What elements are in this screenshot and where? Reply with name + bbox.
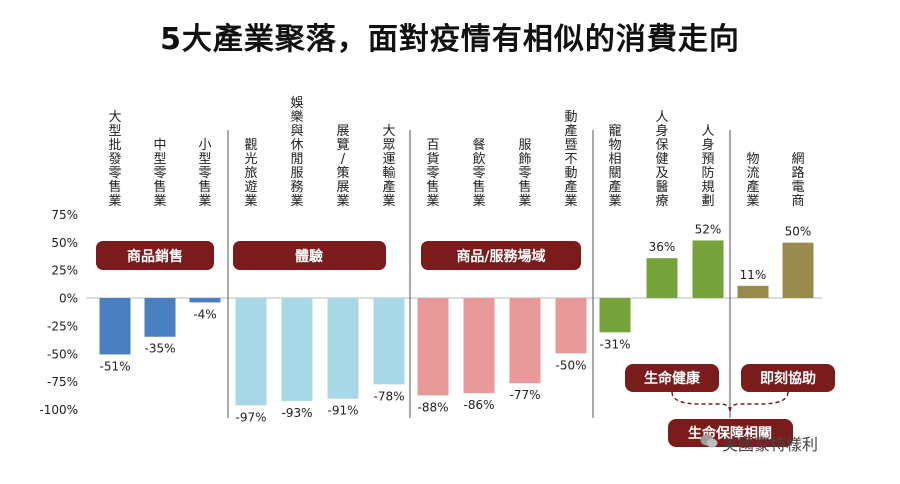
bar bbox=[417, 298, 449, 396]
group-pill-label: 體驗 bbox=[295, 248, 323, 265]
chart-title: 5大產業聚落，面對疫情有相似的消費走向 bbox=[160, 22, 740, 57]
data-label: -35% bbox=[144, 342, 175, 356]
bar bbox=[373, 298, 405, 385]
category-label: 寵物相關產業 bbox=[608, 123, 621, 209]
category-label: 服飾零售業 bbox=[518, 138, 531, 209]
data-label: 52% bbox=[695, 222, 722, 236]
y-tick-label: 75% bbox=[51, 208, 78, 222]
data-label: -86% bbox=[463, 398, 494, 412]
category-label: 人身保健及醫療 bbox=[655, 110, 668, 209]
bar bbox=[463, 298, 495, 394]
data-label: -91% bbox=[327, 404, 358, 418]
bar bbox=[144, 298, 176, 337]
category-label: 網路電商 bbox=[791, 152, 804, 209]
bar bbox=[555, 298, 587, 354]
group-pill bbox=[233, 241, 386, 270]
bracket-right bbox=[729, 391, 789, 413]
category-label: 小型零售業 bbox=[198, 138, 211, 209]
category-label: 大型批發零售業 bbox=[108, 110, 121, 209]
group-pill bbox=[421, 241, 581, 270]
data-label: -31% bbox=[599, 337, 630, 351]
summary-pill bbox=[625, 364, 719, 392]
bar bbox=[646, 258, 678, 298]
category-label: 觀光旅遊業 bbox=[244, 138, 257, 209]
data-label: -51% bbox=[99, 359, 130, 373]
category-label: 動產暨不動產業 bbox=[564, 110, 577, 209]
category-label: 百貨零售業 bbox=[426, 138, 439, 209]
category-label: 展覽/策展業 bbox=[336, 124, 349, 209]
summary-pill bbox=[668, 419, 793, 447]
y-tick-label: 50% bbox=[51, 236, 78, 250]
data-label: -78% bbox=[373, 389, 404, 403]
bar bbox=[281, 298, 313, 401]
y-tick-label: -100% bbox=[39, 403, 78, 417]
data-label: -50% bbox=[555, 358, 586, 372]
data-label: -4% bbox=[193, 307, 216, 321]
bar bbox=[737, 285, 769, 298]
summary-pill-label: 即刻協助 bbox=[760, 370, 816, 387]
group-pill bbox=[96, 241, 214, 270]
bracket-left bbox=[671, 391, 731, 413]
bar bbox=[599, 298, 631, 333]
category-label: 人身預防規劃 bbox=[701, 124, 714, 209]
group-pill-label: 商品/服務場域 bbox=[456, 248, 545, 265]
category-label: 物流產業 bbox=[746, 152, 759, 209]
bar bbox=[189, 298, 221, 303]
bar bbox=[509, 298, 541, 384]
bar bbox=[692, 240, 724, 298]
bar bbox=[235, 298, 267, 406]
data-label: 11% bbox=[740, 268, 767, 282]
y-tick-label: -50% bbox=[47, 347, 78, 361]
data-label: -97% bbox=[235, 410, 266, 424]
bar bbox=[782, 242, 814, 298]
y-tick-label: -25% bbox=[47, 319, 78, 333]
summary-pill-label: 生命健康 bbox=[644, 370, 701, 387]
category-label: 娛樂與休閒服務業 bbox=[290, 96, 303, 209]
bar bbox=[327, 298, 359, 399]
y-tick-label: 25% bbox=[51, 264, 78, 278]
group-pill-label: 商品銷售 bbox=[127, 248, 183, 265]
category-label: 大眾運輸產業 bbox=[382, 124, 395, 209]
data-label: -77% bbox=[509, 388, 540, 402]
data-label: -88% bbox=[417, 400, 448, 414]
bar bbox=[99, 298, 131, 355]
category-label: 餐飲零售業 bbox=[472, 137, 485, 209]
data-label: 50% bbox=[785, 225, 812, 239]
data-label: 36% bbox=[649, 240, 676, 254]
summary-pill bbox=[741, 364, 835, 392]
wechat-icon bbox=[700, 434, 718, 448]
category-label: 中型零售業 bbox=[153, 138, 166, 209]
watermark-text: 美國豪特樣利 bbox=[722, 435, 819, 454]
data-label: -93% bbox=[281, 406, 312, 420]
y-tick-label: 0% bbox=[59, 292, 78, 306]
y-tick-label: -75% bbox=[47, 375, 78, 389]
